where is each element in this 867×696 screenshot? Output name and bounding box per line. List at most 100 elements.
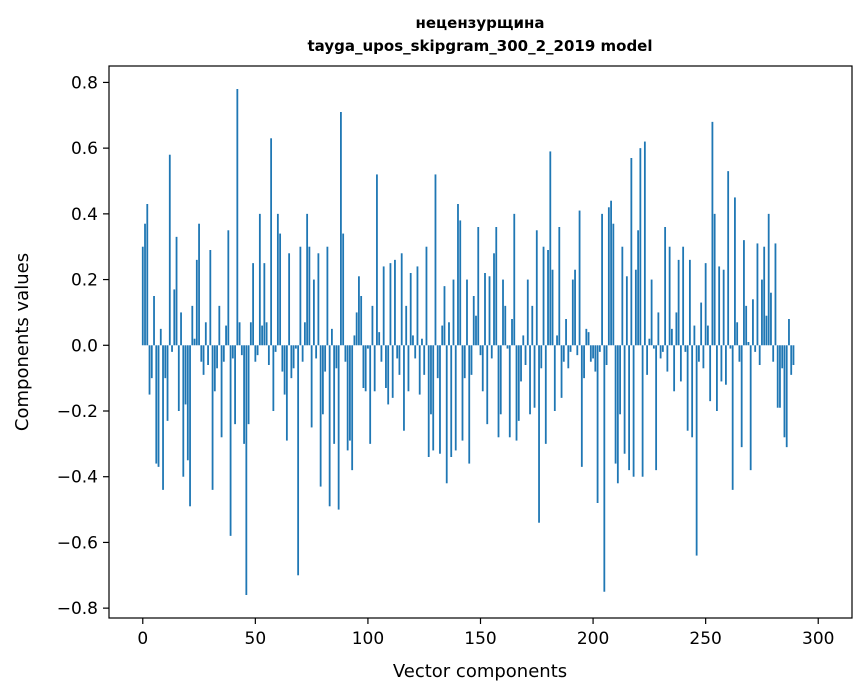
bar-96	[358, 276, 360, 346]
bar-220	[637, 230, 640, 346]
bar-series	[141, 89, 795, 595]
bar-277	[765, 315, 768, 346]
bar-209	[612, 223, 615, 346]
bar-46	[245, 345, 248, 595]
bar-112	[394, 259, 396, 346]
bar-122	[416, 266, 419, 346]
bar-154	[488, 276, 491, 346]
bar-43	[238, 322, 241, 346]
bar-76	[312, 279, 315, 346]
bar-219	[634, 269, 637, 346]
bar-215	[625, 276, 628, 346]
x-tick-label: 300	[802, 629, 834, 649]
bar-25	[198, 223, 200, 346]
bar-180	[547, 250, 549, 346]
bar-79	[319, 345, 322, 487]
bar-134	[443, 286, 446, 346]
bar-167	[517, 345, 520, 421]
x-tick-label: 0	[137, 629, 148, 649]
bar-12	[168, 154, 171, 346]
bar-89	[342, 233, 345, 346]
bar-158	[497, 345, 500, 438]
bar-101	[369, 345, 372, 444]
bar-217	[630, 158, 633, 346]
bar-211	[616, 345, 619, 484]
bar-148	[475, 315, 477, 346]
bar-214	[623, 345, 626, 454]
bar-192	[574, 269, 576, 346]
bar-172	[529, 345, 531, 415]
bar-218	[632, 345, 635, 477]
bar-237	[675, 312, 678, 346]
bar-234	[668, 246, 671, 346]
bar-119	[409, 273, 412, 346]
bar-143	[463, 345, 466, 379]
bar-24	[195, 259, 198, 346]
bar-233	[666, 345, 669, 372]
bar-28	[204, 322, 207, 346]
bar-195	[580, 345, 583, 467]
bar-137	[450, 345, 453, 457]
bar-72	[303, 322, 306, 346]
y-tick-label: −0.8	[57, 599, 98, 619]
bar-91	[346, 345, 349, 451]
bar-258	[722, 269, 725, 346]
bar-263	[734, 197, 736, 346]
bar-130	[434, 174, 437, 346]
bar-242	[686, 345, 689, 431]
bar-186	[560, 345, 563, 398]
bar-207	[607, 207, 610, 346]
bar-107	[382, 266, 385, 346]
bar-254	[713, 213, 716, 346]
bar-19	[184, 345, 187, 405]
y-tick-label: 0.8	[71, 73, 98, 93]
bar-250	[704, 263, 707, 346]
bar-222	[641, 345, 644, 477]
bar-104	[376, 174, 378, 346]
bar-216	[628, 345, 630, 471]
bar-197	[585, 328, 588, 346]
bar-247	[698, 345, 700, 362]
bar-60	[276, 213, 279, 346]
bar-170	[524, 345, 527, 365]
bar-287	[788, 319, 790, 346]
bar-198	[587, 332, 590, 346]
bar-98	[362, 345, 365, 388]
bar-257	[720, 345, 723, 382]
bar-177	[540, 345, 543, 369]
bar-213	[621, 246, 624, 346]
bar-150	[479, 345, 482, 356]
bar-88	[340, 112, 342, 346]
bar-22	[191, 305, 194, 346]
plot-area	[109, 66, 852, 618]
bar-111	[391, 345, 394, 398]
bar-31	[211, 345, 214, 490]
bar-159	[499, 345, 502, 415]
bar-32	[213, 345, 216, 392]
bar-282	[776, 345, 779, 408]
bar-153	[486, 345, 489, 425]
bar-118	[407, 345, 410, 392]
bar-259	[725, 345, 727, 385]
bar-280	[772, 345, 775, 362]
bar-110	[389, 263, 392, 346]
bar-179	[544, 345, 547, 444]
bar-34	[218, 305, 221, 346]
bar-271	[752, 299, 754, 346]
y-tick-label: −0.2	[57, 402, 98, 422]
plot-frame	[108, 65, 853, 619]
bar-5	[153, 296, 155, 346]
bar-204	[601, 213, 603, 346]
bar-3	[148, 345, 151, 395]
bar-288	[790, 345, 793, 375]
bar-115	[400, 253, 403, 346]
bar-126	[425, 246, 428, 346]
bar-27	[202, 345, 205, 375]
bar-151	[481, 345, 484, 392]
bar-1	[144, 223, 146, 346]
bar-279	[770, 292, 772, 346]
bar-133	[441, 325, 444, 346]
bar-94	[353, 335, 356, 346]
bar-78	[317, 253, 320, 346]
bar-163	[508, 345, 511, 438]
